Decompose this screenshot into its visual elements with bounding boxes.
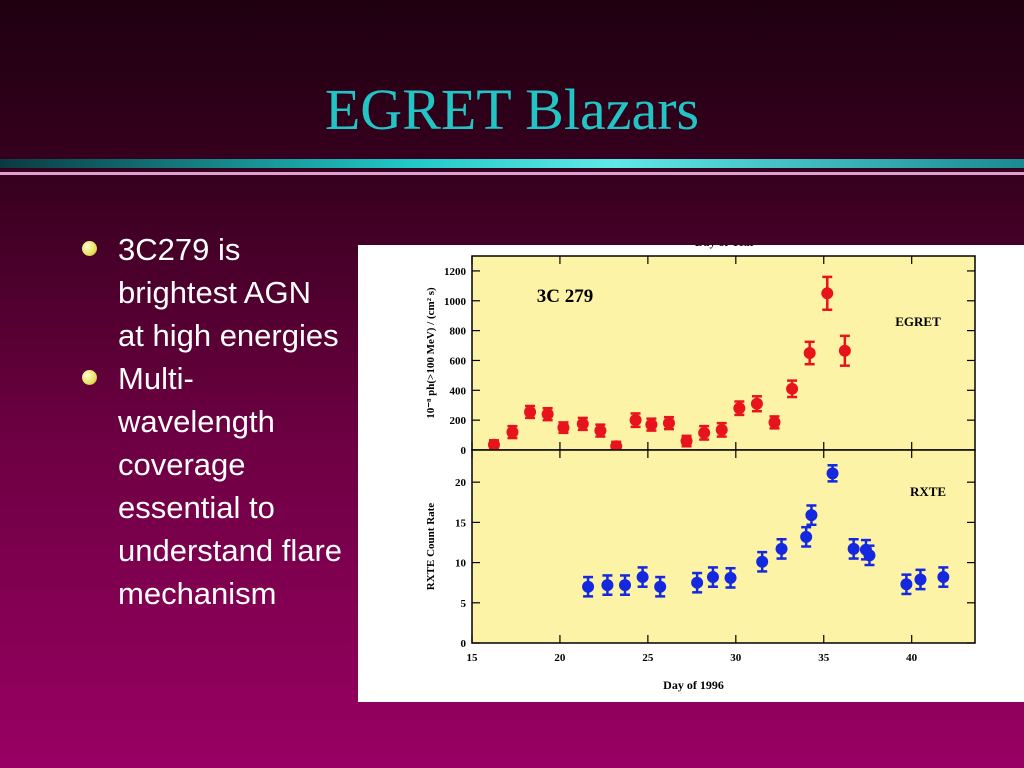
- annotation: 3C 279: [537, 286, 593, 307]
- x-tick-label: 20: [554, 652, 566, 664]
- data-point: [691, 576, 704, 589]
- y-tick-label: 1000: [444, 296, 467, 308]
- y-tick-label: 10: [455, 558, 467, 570]
- y-tick-label: 15: [455, 517, 467, 529]
- data-point: [805, 509, 818, 522]
- data-point: [803, 347, 816, 359]
- data-point: [662, 417, 675, 430]
- y-tick-label: 400: [450, 385, 467, 397]
- data-point: [937, 571, 950, 584]
- x-tick-label: 40: [906, 652, 918, 664]
- data-point: [619, 579, 632, 592]
- data-point: [706, 571, 719, 584]
- x-tick-label: 25: [642, 652, 654, 664]
- data-point: [557, 421, 570, 434]
- data-point: [715, 423, 728, 436]
- data-point: [733, 402, 746, 415]
- data-point: [601, 579, 614, 592]
- data-point: [645, 418, 658, 431]
- data-point: [863, 549, 876, 562]
- data-point: [847, 542, 860, 555]
- data-point: [582, 580, 595, 593]
- y-tick-label: 0: [461, 638, 467, 650]
- data-point: [541, 408, 554, 421]
- title-rule: [0, 159, 1024, 168]
- data-point: [914, 573, 927, 586]
- legend-label: RXTE: [910, 484, 946, 499]
- data-point: [724, 571, 737, 584]
- plot-area: [471, 255, 976, 451]
- data-point: [756, 555, 769, 568]
- data-point: [838, 344, 851, 357]
- bullet: 3C279 is brightest AGN at high energies: [70, 228, 343, 357]
- bullet-text: 3C279 is brightest AGN at high energies: [118, 232, 339, 353]
- y-tick-label: 800: [450, 326, 467, 338]
- y-tick-label: 0: [461, 445, 467, 457]
- data-point: [636, 571, 649, 584]
- slide-title: EGRET Blazars: [324, 77, 700, 142]
- x2-axis-label: Day of Year: [695, 235, 756, 249]
- bullet-dot: [82, 241, 97, 256]
- y-tick-label: 5: [461, 598, 467, 610]
- data-point: [775, 542, 788, 555]
- y-tick-label: 1200: [444, 266, 467, 278]
- y-tick-label: 200: [450, 415, 467, 427]
- data-point: [768, 416, 781, 429]
- data-point: [654, 580, 667, 593]
- data-point: [800, 530, 813, 543]
- bullet-list: 3C279 is brightest AGN at high energies …: [70, 228, 343, 615]
- legend-label: EGRET: [895, 314, 941, 329]
- bullet: Multi-wavelength coverage essential to u…: [70, 357, 343, 615]
- x-tick-label: 35: [818, 652, 830, 664]
- data-point: [576, 417, 589, 430]
- x-axis-label: Day of 1996: [663, 678, 724, 692]
- data-point: [524, 405, 537, 418]
- x-tick-label: 15: [467, 652, 479, 664]
- title-rule: [0, 172, 1024, 175]
- data-point: [487, 438, 500, 451]
- data-point: [900, 578, 913, 591]
- y-tick-label: 20: [455, 477, 467, 489]
- data-point: [629, 414, 642, 427]
- x-tick-label: 30: [730, 652, 742, 664]
- data-point: [594, 424, 607, 437]
- plot-area: [471, 449, 976, 644]
- data-point: [680, 435, 693, 448]
- data-point: [506, 426, 519, 439]
- data-point: [821, 287, 834, 300]
- bullet-text: Multi-wavelength coverage essential to u…: [118, 361, 343, 611]
- data-point: [826, 467, 839, 480]
- y-axis-label: 10⁻⁸ ph(>100 MeV) / (cm² s): [425, 287, 437, 419]
- data-point: [750, 397, 763, 410]
- data-point: [786, 382, 799, 395]
- data-point: [698, 426, 711, 439]
- bullet-dot: [82, 370, 97, 385]
- y-tick-label: 600: [450, 355, 467, 367]
- y-axis-label: RXTE Count Rate: [425, 503, 437, 591]
